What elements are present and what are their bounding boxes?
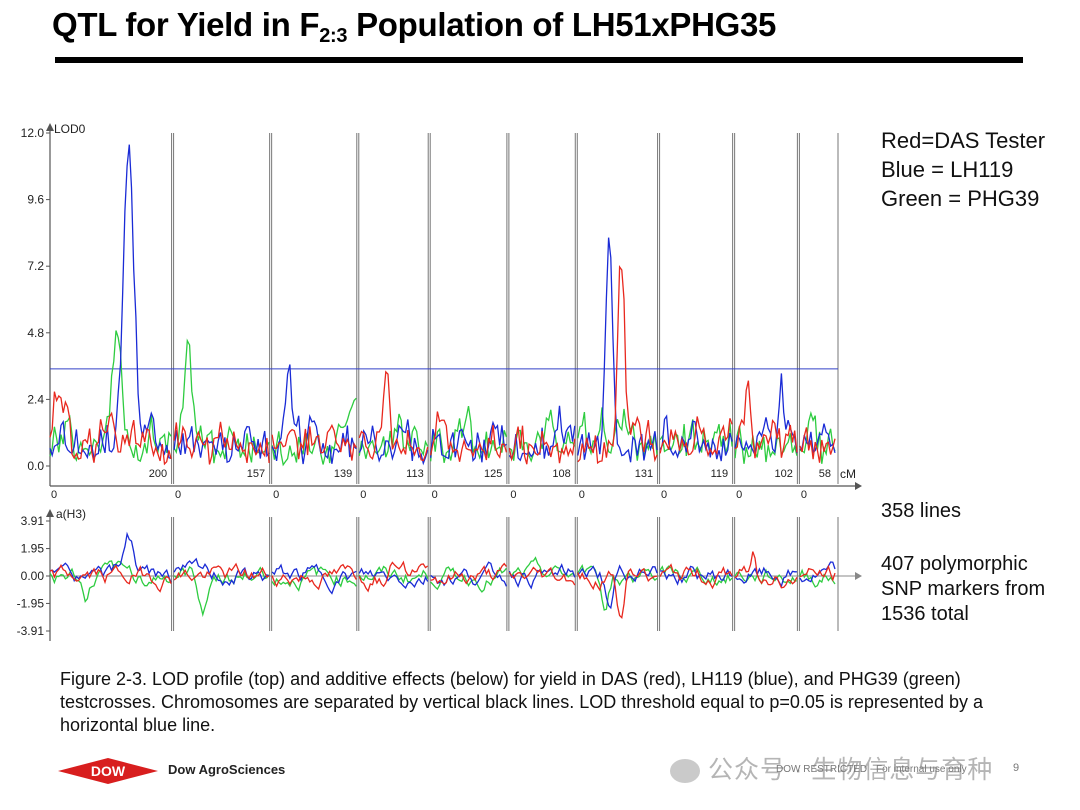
chromosome-length-label: 157 [247,468,265,480]
lod-y-arrow [46,123,54,131]
chromosome-start-label: 0 [175,489,181,501]
chromosome-start-label: 0 [801,489,807,501]
lod-line-phg39 [430,405,508,463]
chromosome-start-label: 0 [661,489,667,501]
lod-line-das [358,370,429,462]
lod-line-lh119 [508,405,576,462]
legend-lh119: Blue = LH119 [881,157,1014,182]
additive-line-lh119 [271,563,357,595]
additive-line-das [659,563,733,590]
restricted-notice: DOW RESTRICTED - For internal use only [776,764,967,775]
dow-logo: DOW [58,758,158,784]
lod-x-arrow [855,482,862,490]
chromosome-start-label: 0 [579,489,585,501]
lod-line-lh119 [430,420,507,463]
lod-y-tick-label: 4.8 [27,326,44,340]
lod-line-das [577,264,658,465]
chromosome-start-label: 0 [510,489,516,501]
lod-y-tick-label: 7.2 [27,259,44,273]
additive-line-das [430,562,507,585]
add-y-label: a(H3) [56,507,86,521]
lod-y-tick-label: 9.6 [27,193,44,207]
lod-line-lh119 [271,364,357,465]
lines-count: 358 lines [881,500,962,522]
add-y-tick-label: 0.00 [21,569,45,583]
page-title: QTL for Yield in F2:3 Population of LH51… [52,6,777,47]
chromosome-length-label: 108 [552,468,570,480]
qtl-chart: 0.0 2.4 4.8 7.2 9.6 12.0 LOD0 cM 3.91 1.95 0.00 -1.… [17,122,862,641]
chromosome-length-label: 139 [334,468,352,480]
additive-line-phg39 [358,565,429,585]
marker-info: 407 polymorphic SNP markers from 1536 to… [881,553,1046,625]
lod-line-das [734,380,798,459]
additive-line-das [508,566,576,586]
additive-line-das [358,560,429,593]
lod-line-das [799,427,836,463]
chromosome-start-label: 0 [273,489,279,501]
lod-x-label: cM [840,467,856,481]
chromosome-length-label: 113 [406,468,424,480]
additive-line-das [49,563,172,593]
additive-line-lh119 [508,563,576,590]
additive-line-lh119 [577,564,658,610]
watermark: 公众号 · 生物信息与育种 [670,750,993,786]
additive-line-phg39 [659,565,733,587]
lod-y-tick-label: 2.4 [27,392,44,406]
svg-text:DOW: DOW [91,763,126,779]
wechat-icon [670,759,700,784]
lod-y-tick-label: 12.0 [21,126,45,140]
lod-line-lh119 [734,373,798,457]
additive-line-das [173,562,270,582]
chromosome-start-label: 0 [736,489,742,501]
additive-line-das [271,563,357,591]
additive-line-lh119 [734,566,797,588]
chromosome-start-label: 0 [432,489,438,501]
title-underline [55,57,1023,63]
lod-line-das [508,425,576,465]
lod-line-das [173,421,270,465]
chromosome-length-label: 200 [149,468,167,480]
lod-line-phg39 [734,425,798,464]
chromosome-length-label: 125 [484,468,502,480]
lod-line-lh119 [358,419,429,466]
lod-line-das [49,391,172,466]
add-y-tick-label: -3.91 [17,624,45,638]
lod-line-lh119 [173,425,270,464]
lod-y-label: LOD0 [54,122,86,136]
lod-line-phg39 [49,330,172,463]
add-y-tick-label: 1.95 [21,542,45,556]
add-y-tick-label: -1.95 [17,596,45,610]
chromosome-length-label: 119 [711,468,729,480]
lod-line-das [430,411,508,462]
lod-line-phg39 [358,413,429,459]
additive-line-phg39 [271,565,357,592]
additive-line-lh119 [49,531,172,583]
page-number: 9 [1013,762,1020,774]
company-name: Dow AgroSciences [168,762,286,777]
additive-line-lh119 [358,567,429,589]
lod-line-das [659,416,733,458]
chromosome-length-label: 102 [775,468,793,480]
lod-line-phg39 [271,397,357,467]
chromosome-length-label: 131 [635,468,653,480]
lod-y-tick-label: 0.0 [27,459,44,473]
additive-line-das [799,564,836,582]
figure-caption: Figure 2-3. LOD profile (top) and additi… [60,669,983,735]
add-y-tick-label: 3.91 [21,514,45,528]
chromosome-length-label: 58 [819,468,831,480]
additive-line-phg39 [173,566,270,618]
color-legend: Red=DAS Tester Blue = LH119 Green = PHG3… [881,126,1045,213]
legend-das: Red=DAS Tester [881,128,1046,153]
add-y-arrow [46,509,54,517]
lod-line-lh119 [49,144,172,460]
additive-line-das [734,551,798,589]
lod-line-das [271,423,357,461]
additive-line-das [577,567,658,620]
legend-phg39: Green = PHG39 [881,186,1040,211]
lod-line-lh119 [799,423,836,454]
add-x-arrow [855,572,862,580]
chromosome-start-label: 0 [51,489,57,501]
additive-line-lh119 [173,557,270,587]
chromosome-start-label: 0 [360,489,366,501]
